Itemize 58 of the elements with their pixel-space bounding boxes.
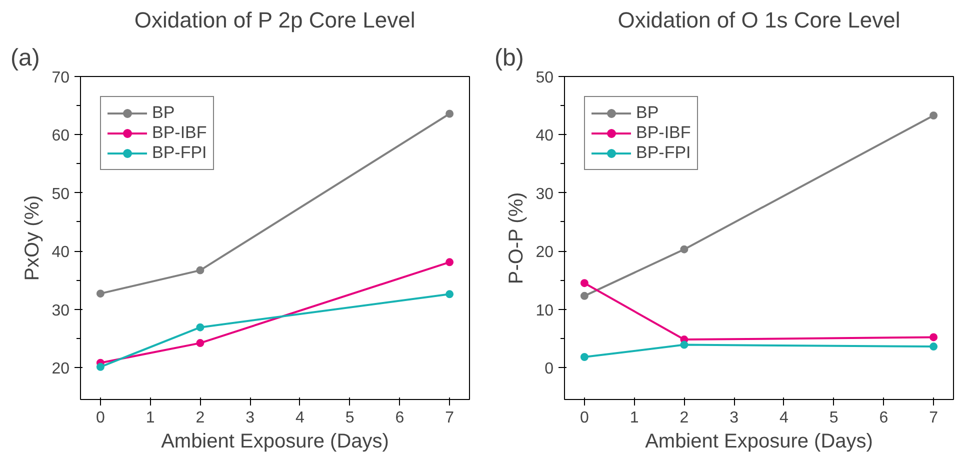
x-tick-label: 4 xyxy=(779,410,788,426)
y-tick-label: 70 xyxy=(52,70,70,86)
x-tick-label: 3 xyxy=(730,410,739,426)
point xyxy=(930,112,938,120)
point xyxy=(446,110,454,118)
x-tick-label: 2 xyxy=(680,410,689,426)
legend-label: BP-IBF xyxy=(152,123,207,143)
x-tick-label: 0 xyxy=(580,410,589,426)
y-tick-label: 50 xyxy=(52,186,70,203)
y-axis-title: P-O-P (%) xyxy=(506,192,528,284)
point xyxy=(96,362,104,371)
x-tick-label: 4 xyxy=(295,410,304,426)
x-tick-label: 7 xyxy=(445,410,454,426)
y-tick-label: 30 xyxy=(536,186,554,203)
x-tick-label: 5 xyxy=(829,410,838,426)
point xyxy=(196,323,204,332)
y-axis-title: PxOy (%) xyxy=(22,195,44,281)
point xyxy=(580,353,588,362)
legend-label: BP xyxy=(636,103,659,123)
y-tick-label: 10 xyxy=(536,302,554,320)
point xyxy=(446,290,454,298)
point xyxy=(680,245,688,254)
y-tick-label: 20 xyxy=(52,360,70,378)
x-axis-title: Ambient Exposure (Days) xyxy=(161,430,389,452)
y-tick-label: 60 xyxy=(52,128,70,145)
x-tick-label: 6 xyxy=(879,410,888,426)
y-tick-label: 40 xyxy=(52,244,70,262)
legend-label: BP-IBF xyxy=(636,123,691,143)
legend-label: BP-FPI xyxy=(152,143,207,163)
x-tick-label: 5 xyxy=(345,410,354,426)
chart-title: Oxidation of P 2p Core Level xyxy=(134,8,416,32)
point xyxy=(680,340,688,349)
x-tick-label: 3 xyxy=(246,410,255,426)
x-tick-label: 6 xyxy=(395,410,404,426)
y-tick-label: 0 xyxy=(544,360,554,378)
x-tick-label: 1 xyxy=(146,410,155,426)
legend-label: BP-FPI xyxy=(636,143,691,163)
point xyxy=(196,339,204,348)
x-axis-title: Ambient Exposure (Days) xyxy=(645,430,873,452)
point xyxy=(196,266,204,274)
legend-label: BP xyxy=(152,103,175,123)
x-tick-label: 0 xyxy=(96,410,105,426)
y-tick-label: 50 xyxy=(536,70,554,86)
x-tick-label: 7 xyxy=(929,410,938,426)
text: (b) xyxy=(494,44,524,72)
point xyxy=(930,342,938,351)
text: (a) xyxy=(10,44,40,72)
point xyxy=(96,290,104,298)
point xyxy=(930,333,938,342)
chart-title: Oxidation of O 1s Core Level xyxy=(618,8,900,32)
y-tick-label: 30 xyxy=(52,302,70,320)
point xyxy=(580,292,588,300)
y-tick-label: 40 xyxy=(536,128,554,145)
point xyxy=(446,258,454,266)
point xyxy=(580,279,588,288)
x-tick-label: 1 xyxy=(630,410,639,426)
y-tick-label: 20 xyxy=(536,244,554,262)
x-tick-label: 2 xyxy=(196,410,205,426)
